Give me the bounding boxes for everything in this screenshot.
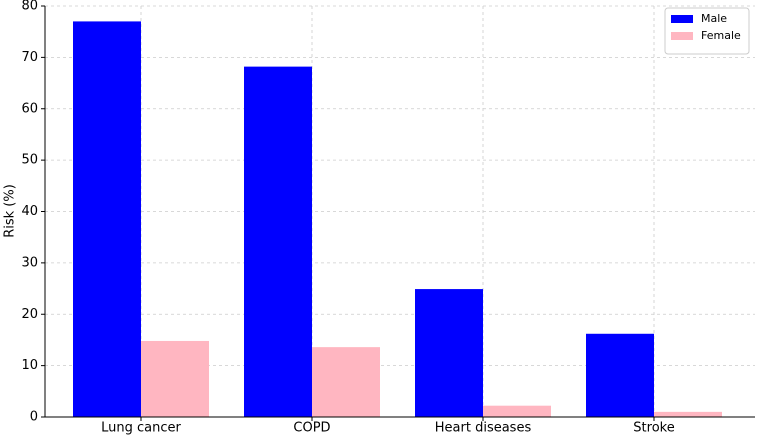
legend-label: Male <box>701 12 727 25</box>
y-tick-label: 30 <box>21 255 38 270</box>
bar <box>73 21 141 417</box>
bar <box>141 340 209 417</box>
bar <box>244 66 312 417</box>
y-tick-label: 60 <box>21 101 38 116</box>
y-tick-label: 80 <box>21 0 38 14</box>
y-tick-label: 40 <box>21 204 38 219</box>
y-axis-label: Risk (%) <box>3 184 18 238</box>
x-tick-label: Heart diseases <box>435 421 532 436</box>
y-tick-label: 70 <box>21 50 38 65</box>
bar <box>415 289 483 417</box>
x-tick-label: COPD <box>293 421 330 436</box>
bar <box>654 411 722 417</box>
bar <box>586 333 654 417</box>
x-tick-label: Lung cancer <box>101 421 181 436</box>
y-tick-label: 20 <box>21 307 38 322</box>
legend-swatch <box>671 15 693 23</box>
legend-swatch <box>671 32 693 40</box>
legend-label: Female <box>701 29 741 42</box>
y-tick-label: 0 <box>30 410 38 425</box>
x-tick-label: Stroke <box>633 421 674 436</box>
bar <box>312 347 380 417</box>
bar <box>483 405 551 417</box>
y-tick-label: 50 <box>21 153 38 168</box>
y-tick-label: 10 <box>21 358 38 373</box>
legend: Male Female <box>664 7 750 55</box>
